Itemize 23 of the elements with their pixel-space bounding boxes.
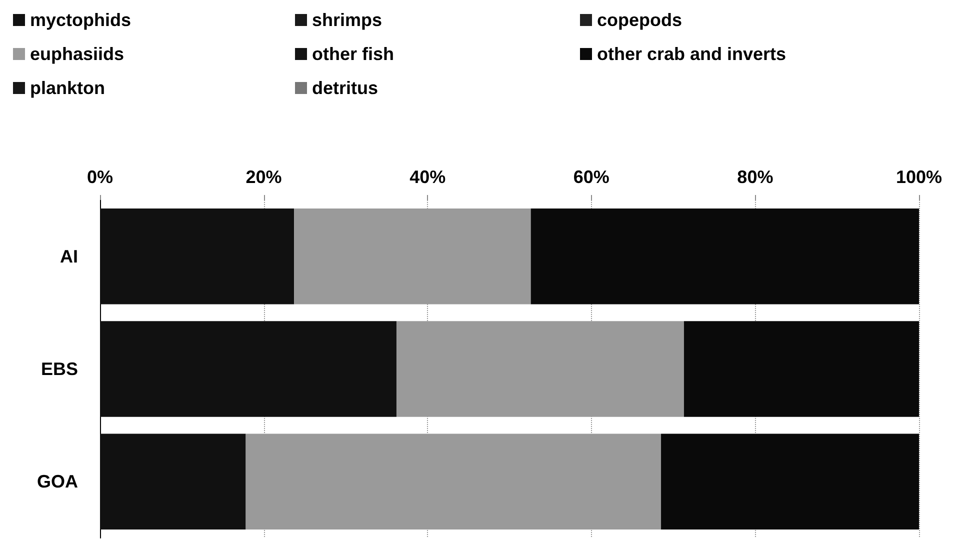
x-tick-label: 100% bbox=[896, 167, 942, 187]
legend-label: plankton bbox=[30, 78, 105, 98]
bar bbox=[530, 208, 919, 304]
y-tick-label: EBS bbox=[40, 359, 78, 379]
bar bbox=[100, 434, 246, 530]
legend-label: myctophids bbox=[30, 10, 132, 30]
legend-label: other crab and inverts bbox=[597, 44, 786, 64]
x-tick-label: 0% bbox=[86, 167, 114, 187]
legend-label: detritus bbox=[312, 78, 378, 98]
legend-label: other fish bbox=[312, 44, 394, 64]
x-tick-label: 20% bbox=[246, 167, 282, 187]
y-tick-label: GOA bbox=[36, 472, 78, 492]
x-tick-label: 80% bbox=[737, 167, 774, 187]
legend-label: copepods bbox=[597, 10, 682, 30]
bar bbox=[100, 321, 396, 417]
bar bbox=[684, 321, 919, 417]
y-tick-label: AI bbox=[60, 246, 78, 266]
x-tick-label: 60% bbox=[573, 167, 610, 187]
x-tick-label: 40% bbox=[410, 167, 446, 187]
legend-label: euphasiids bbox=[30, 44, 124, 64]
bar bbox=[661, 434, 919, 530]
legend-label: shrimps bbox=[312, 10, 382, 30]
bar bbox=[100, 208, 294, 304]
